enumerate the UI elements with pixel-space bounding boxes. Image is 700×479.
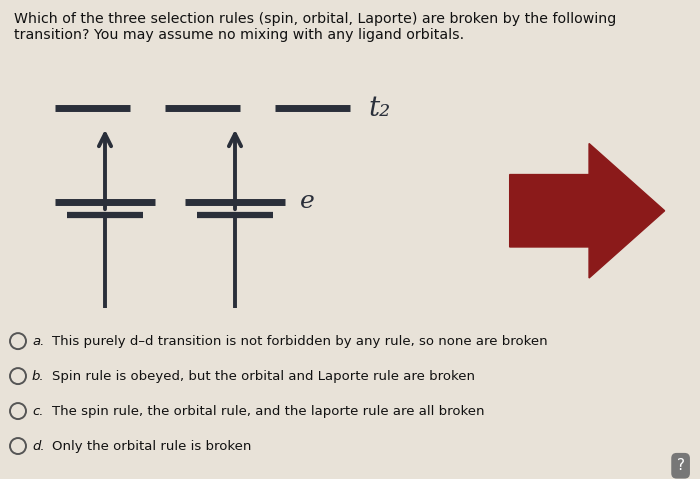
Text: t₂: t₂ [368,94,391,122]
Text: b.: b. [32,370,45,383]
Text: c.: c. [32,405,43,418]
FancyArrow shape [510,144,665,278]
Text: ?: ? [677,458,685,473]
Text: e: e [300,191,315,214]
Text: The spin rule, the orbital rule, and the laporte rule are all broken: The spin rule, the orbital rule, and the… [52,405,484,418]
Text: d.: d. [32,440,45,453]
Text: This purely d–d transition is not forbidden by any rule, so none are broken: This purely d–d transition is not forbid… [52,335,547,348]
Text: a.: a. [32,335,44,348]
Text: Only the orbital rule is broken: Only the orbital rule is broken [52,440,251,453]
Text: Spin rule is obeyed, but the orbital and Laporte rule are broken: Spin rule is obeyed, but the orbital and… [52,370,475,383]
Text: Which of the three selection rules (spin, orbital, Laporte) are broken by the fo: Which of the three selection rules (spin… [14,12,616,42]
